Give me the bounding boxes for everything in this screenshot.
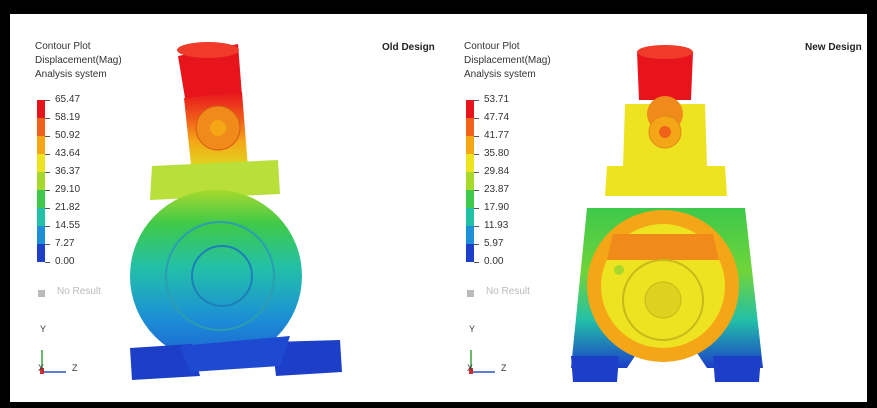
gear-shape bbox=[587, 210, 739, 362]
legend-color-segment bbox=[466, 190, 474, 208]
legend-value-label: 50.92 bbox=[55, 130, 81, 141]
header-line: Analysis system bbox=[35, 69, 107, 80]
legend-color-bar bbox=[37, 100, 45, 262]
no-result-swatch bbox=[38, 290, 45, 297]
legend-value-label: 43.64 bbox=[55, 148, 81, 159]
legend-color-segment bbox=[466, 244, 474, 262]
legend-value-label: 5.97 bbox=[484, 238, 504, 249]
design-title: Old Design bbox=[382, 42, 435, 53]
legend-tick bbox=[45, 190, 50, 191]
legend-color-bar bbox=[466, 100, 474, 262]
legend-value-label: 47.74 bbox=[484, 112, 510, 123]
axis-x-label: X bbox=[38, 363, 45, 373]
legend-tick bbox=[474, 208, 479, 209]
legend-tick bbox=[474, 118, 479, 119]
no-result-label: No Result bbox=[57, 286, 101, 297]
legend-tick bbox=[45, 172, 50, 173]
legend-color-segment bbox=[466, 136, 474, 154]
legend-color-segment bbox=[37, 190, 45, 208]
legend-value-label: 0.00 bbox=[55, 256, 75, 267]
legend-value-label: 36.37 bbox=[55, 166, 81, 177]
old-design-panel: Contour Plot Displacement(Mag) Analysis … bbox=[10, 14, 438, 402]
legend-color-segment bbox=[37, 100, 45, 118]
legend-value-label: 11.93 bbox=[484, 220, 509, 231]
legend-tick bbox=[474, 136, 479, 137]
axis-y-label: Y bbox=[469, 324, 476, 334]
legend-tick bbox=[474, 244, 479, 245]
legend-tick bbox=[45, 136, 50, 137]
legend-tick bbox=[474, 226, 479, 227]
legend-tick bbox=[45, 226, 50, 227]
axis-y-label: Y bbox=[40, 324, 47, 334]
no-result-label: No Result bbox=[486, 286, 530, 297]
plot-header: Contour Plot Displacement(Mag) Analysis … bbox=[464, 40, 551, 82]
legend-color-segment bbox=[37, 226, 45, 244]
legend-color-segment bbox=[37, 244, 45, 262]
header-line: Displacement(Mag) bbox=[35, 55, 122, 66]
legend-color-segment bbox=[37, 208, 45, 226]
legend-color-segment bbox=[466, 154, 474, 172]
new-design-panel: Contour Plot Displacement(Mag) Analysis … bbox=[439, 14, 867, 402]
legend-value-label: 7.27 bbox=[55, 238, 75, 249]
legend-tick bbox=[45, 118, 50, 119]
legend-color-segment bbox=[466, 118, 474, 136]
legend-tick bbox=[474, 172, 479, 173]
legend-tick bbox=[474, 100, 479, 101]
legend-value-label: 58.19 bbox=[55, 112, 81, 123]
axis-triad bbox=[469, 350, 495, 374]
no-result-swatch bbox=[467, 290, 474, 297]
legend-color-segment bbox=[37, 172, 45, 190]
legend-tick bbox=[474, 190, 479, 191]
legend-value-label: 29.84 bbox=[484, 166, 510, 177]
legend-tick bbox=[45, 154, 50, 155]
legend-tick bbox=[45, 100, 50, 101]
header-line: Contour Plot bbox=[464, 41, 520, 52]
axis-z-label: Z bbox=[501, 363, 507, 373]
header-line: Displacement(Mag) bbox=[464, 55, 551, 66]
legend-color-segment bbox=[37, 154, 45, 172]
legend-color-segment bbox=[37, 118, 45, 136]
comparison-canvas: Contour Plot Displacement(Mag) Analysis … bbox=[10, 14, 867, 402]
legend-value-label: 17.90 bbox=[484, 202, 510, 213]
header-line: Analysis system bbox=[464, 69, 536, 80]
legend-color-segment bbox=[466, 172, 474, 190]
legend-value-label: 65.47 bbox=[55, 94, 81, 105]
legend-tick bbox=[45, 208, 50, 209]
legend-value-label: 14.55 bbox=[55, 220, 81, 231]
legend-color-segment bbox=[466, 226, 474, 244]
old-design-model bbox=[130, 42, 342, 380]
legend-value-label: 41.77 bbox=[484, 130, 510, 141]
contour-legend: 53.71 47.74 41.77 35.80 29.84 23.87 17.90 11.93… bbox=[466, 94, 576, 310]
axis-triad bbox=[40, 350, 66, 374]
contour-legend: 65.47 58.19 50.92 43.64 36.37 29.10 21.82 14.55… bbox=[37, 94, 147, 310]
new-design-model bbox=[571, 45, 763, 382]
legend-value-label: 53.71 bbox=[484, 94, 510, 105]
legend-value-label: 29.10 bbox=[55, 184, 81, 195]
legend-value-label: 21.82 bbox=[55, 202, 81, 213]
legend-tick bbox=[45, 262, 50, 263]
legend-value-label: 23.87 bbox=[484, 184, 510, 195]
header-line: Contour Plot bbox=[35, 41, 91, 52]
legend-tick bbox=[474, 154, 479, 155]
design-title: New Design bbox=[805, 42, 862, 53]
axis-x-label: X bbox=[467, 363, 474, 373]
axis-z-label: Z bbox=[72, 363, 78, 373]
legend-tick bbox=[45, 244, 50, 245]
legend-color-segment bbox=[466, 100, 474, 118]
legend-value-label: 0.00 bbox=[484, 256, 504, 267]
legend-tick bbox=[474, 262, 479, 263]
legend-value-label: 35.80 bbox=[484, 148, 510, 159]
plot-header: Contour Plot Displacement(Mag) Analysis … bbox=[35, 40, 122, 82]
legend-color-segment bbox=[37, 136, 45, 154]
legend-color-segment bbox=[466, 208, 474, 226]
